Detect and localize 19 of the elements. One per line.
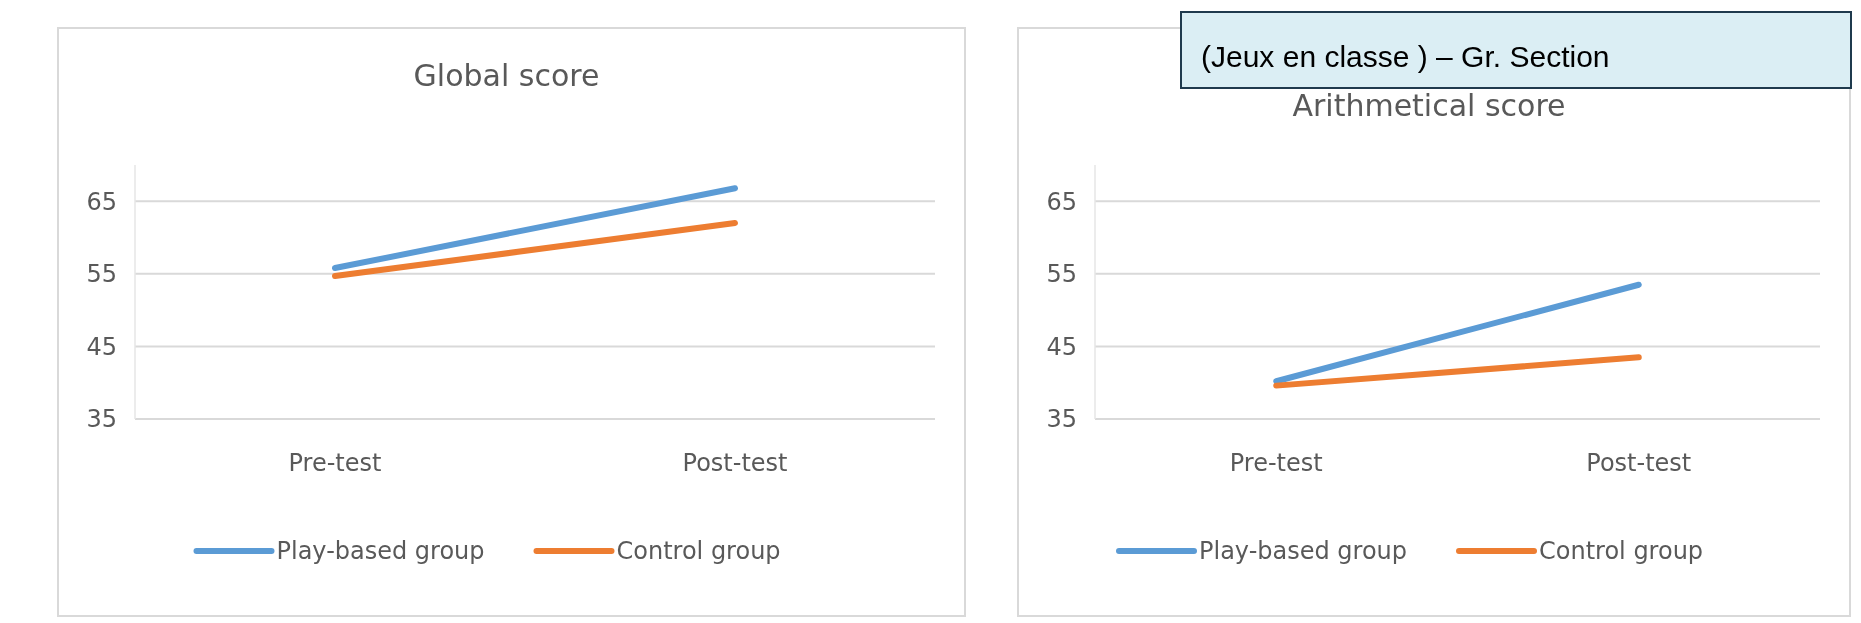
chart-title: Global score [413,58,600,93]
y-tick-label: 55 [1046,260,1077,289]
legend-label: Play-based group [276,537,485,566]
y-tick-label: 35 [1046,405,1077,434]
x-tick-label: Pre-test [1229,449,1323,477]
x-tick-label: Post-test [1586,449,1692,477]
y-tick-label: 45 [86,332,117,361]
y-tick-label: 35 [86,405,117,434]
y-tick-label: 65 [1046,187,1077,216]
y-tick-label: 55 [86,260,117,289]
chart-title: Arithmetical score [1292,88,1566,123]
x-tick-label: Post-test [682,449,788,477]
legend-label: Control group [616,537,781,566]
legend-label: Control group [1539,537,1704,566]
x-tick-label: Pre-test [288,449,382,477]
y-tick-label: 65 [86,187,117,216]
y-tick-label: 45 [1046,332,1077,361]
legend-label: Play-based group [1199,537,1408,566]
text: (Jeux en classe ) – Gr. Section [1201,39,1610,73]
